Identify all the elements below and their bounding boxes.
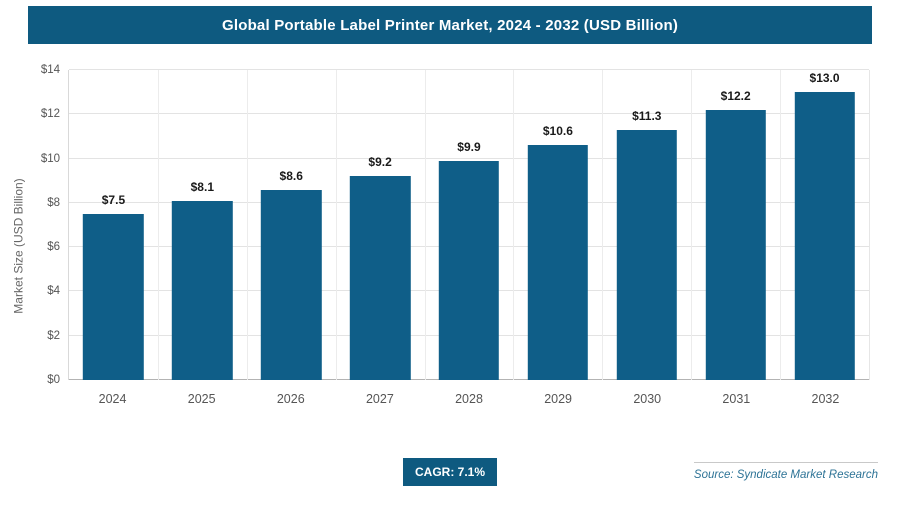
y-axis-ticks: $0 $2 $4 $6 $8 $10 $12 $14 — [30, 64, 68, 386]
bar-column: $9.2 — [336, 70, 425, 380]
bar-2024 — [83, 213, 144, 380]
y-tick-label: $8 — [47, 196, 60, 209]
bar-value-label: $13.0 — [809, 71, 840, 86]
y-tick-label: $10 — [40, 152, 60, 165]
x-tick-label: 2032 — [811, 392, 840, 406]
plot-column: $7.5 $8.1 $8.6 $9.2 $9.9 $10.6 $11.3 $12.2 $13.0… — [68, 69, 870, 422]
bar-2027 — [349, 176, 411, 380]
y-tick-label: $0 — [47, 374, 60, 386]
bar-2032 — [794, 92, 855, 380]
cagr-badge: CAGR: 7.1% — [402, 458, 498, 486]
chart-title-bar: Global Portable Label Printer Market, 20… — [28, 6, 872, 44]
y-axis-title-text: Market Size (USD Billion) — [12, 178, 26, 314]
bar-2025 — [172, 200, 233, 380]
bar-value-label: $8.6 — [279, 168, 303, 183]
chart: Market Size (USD Billion) $0 $2 $4 $6 $8 $10 $… — [8, 64, 870, 422]
bar-value-label: $7.5 — [101, 192, 126, 207]
gridline — [69, 157, 869, 159]
bar-column: $8.1 — [158, 70, 247, 380]
x-tick-label: 2025 — [187, 392, 216, 406]
chart-title: Global Portable Label Printer Market, 20… — [221, 16, 679, 34]
bar-2028 — [438, 160, 500, 380]
x-tick-label: 2029 — [544, 392, 573, 406]
bar-value-label: $8.1 — [190, 179, 214, 194]
vertical-gridline — [424, 70, 426, 380]
bar-column: $8.6 — [247, 70, 336, 380]
bar-column: $11.3 — [602, 70, 691, 380]
vertical-gridline — [602, 70, 604, 380]
vertical-gridline — [157, 70, 159, 380]
bar-value-label: $10.6 — [542, 124, 573, 139]
y-tick-label: $6 — [47, 241, 60, 254]
source-note: Source: Syndicate Market Research — [693, 462, 878, 481]
x-tick-label: 2027 — [365, 392, 394, 406]
bar-value-label: $9.9 — [457, 139, 481, 154]
plot-area: $7.5 $8.1 $8.6 $9.2 $9.9 $10.6 $11.3 $12.2 $13.0 — [68, 69, 870, 380]
y-tick-label: $12 — [40, 108, 60, 121]
bar-value-label: $9.2 — [368, 155, 392, 170]
bar-2029 — [527, 145, 589, 380]
gridline — [69, 113, 869, 115]
bar-value-label: $12.2 — [720, 88, 751, 103]
x-tick-label: 2028 — [455, 392, 483, 406]
vertical-gridline — [513, 70, 515, 380]
bar-column: $7.5 — [69, 70, 158, 380]
bar-value-label: $11.3 — [632, 108, 662, 123]
x-tick-label: 2031 — [722, 392, 751, 406]
x-tick-label: 2024 — [98, 392, 127, 406]
y-tick-label: $14 — [40, 64, 60, 76]
x-tick-label: 2026 — [276, 392, 305, 406]
x-tick-label: 2030 — [633, 392, 662, 406]
y-tick-label: $2 — [47, 329, 60, 342]
bar-2031 — [705, 109, 766, 380]
bar-column: $9.9 — [425, 70, 514, 380]
y-axis-title: Market Size (USD Billion) — [8, 70, 30, 422]
bar-column: $10.6 — [513, 70, 602, 380]
gridline — [69, 69, 869, 70]
page: { "header": { "title": "Global Portable … — [0, 6, 900, 506]
x-axis-labels: 2024 2025 2026 2027 2028 2029 2030 2031 2032 — [68, 380, 870, 414]
bar-2026 — [260, 189, 322, 380]
chart-footer: CAGR: 7.1% Source: Syndicate Market Rese… — [0, 458, 900, 490]
bar-column: $13.0 — [780, 70, 869, 380]
vertical-gridline — [335, 70, 337, 380]
vertical-gridline — [246, 70, 248, 380]
vertical-gridline — [780, 70, 782, 380]
y-tick-label: $4 — [47, 285, 60, 298]
bar-2030 — [616, 129, 677, 380]
bar-column: $12.2 — [691, 70, 780, 380]
vertical-gridline — [691, 70, 693, 380]
